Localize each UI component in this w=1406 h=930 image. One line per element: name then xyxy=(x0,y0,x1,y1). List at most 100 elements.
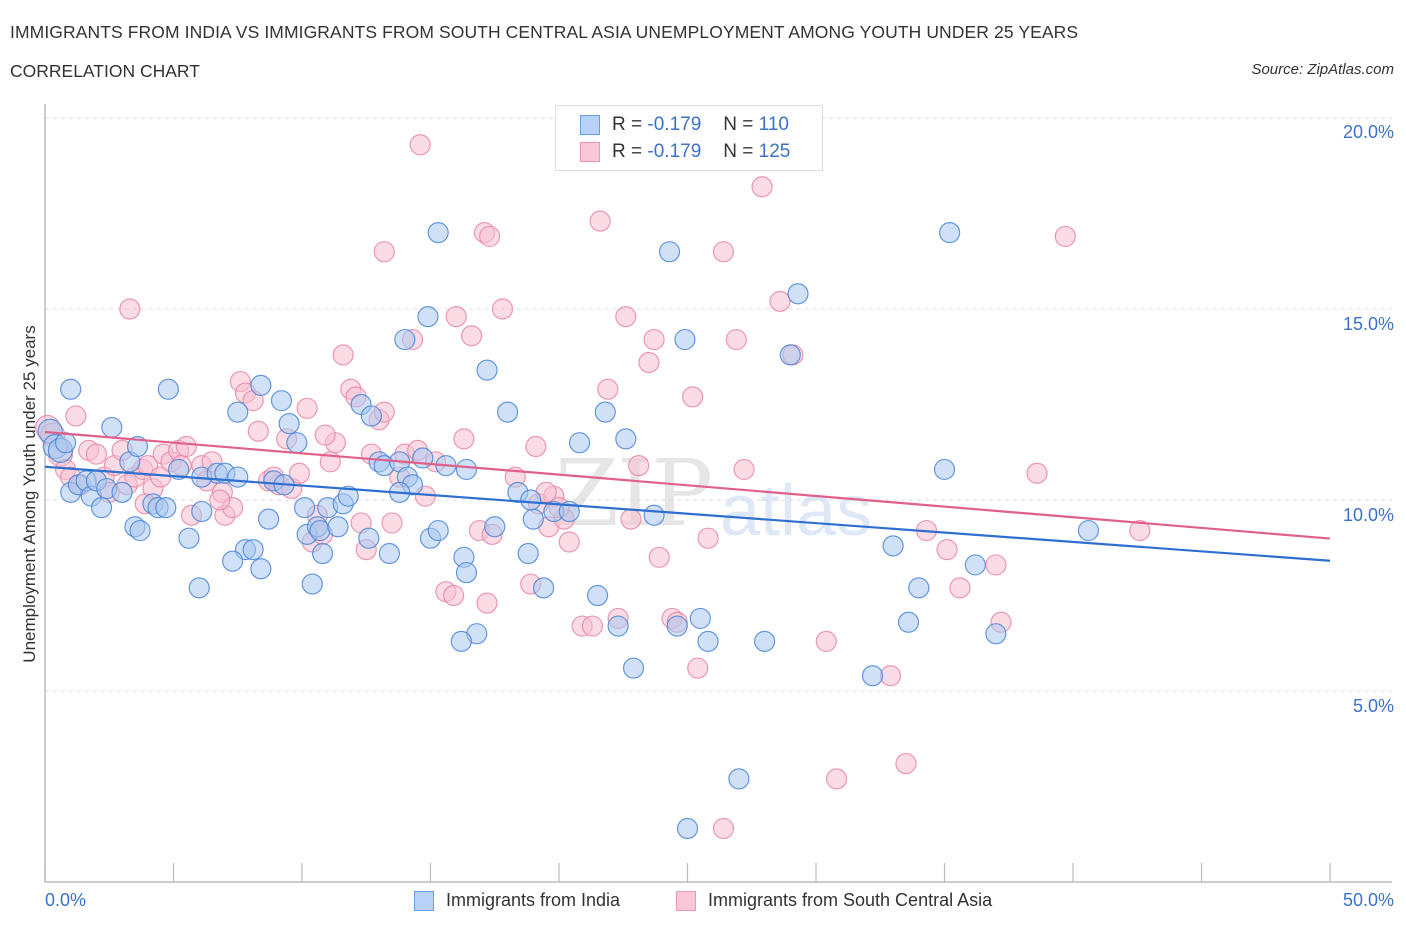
data-point xyxy=(227,466,249,488)
data-point xyxy=(311,542,334,565)
x-tick-label: 50.0% xyxy=(1342,890,1394,910)
data-point xyxy=(301,573,323,595)
data-point xyxy=(658,241,681,263)
data-point xyxy=(1054,225,1076,248)
data-point xyxy=(1026,462,1048,484)
data-point xyxy=(687,657,709,679)
data-point xyxy=(697,527,719,549)
n-value: 110 xyxy=(758,114,789,135)
data-point xyxy=(897,611,920,633)
data-point xyxy=(394,328,416,351)
data-point xyxy=(222,550,244,572)
data-point xyxy=(712,241,735,263)
data-point xyxy=(168,458,190,481)
n-label: N = xyxy=(723,114,754,135)
data-point xyxy=(476,592,498,614)
data-point xyxy=(815,630,837,652)
data-point xyxy=(517,542,539,565)
data-point xyxy=(242,539,264,561)
data-point xyxy=(250,558,272,580)
data-point xyxy=(581,615,604,637)
source-label: Source: ZipAtlas.com xyxy=(1251,61,1394,78)
y-tick-label: 10.0% xyxy=(1342,505,1394,525)
data-point xyxy=(751,176,773,198)
stats-row-india: R = -0.179 N = 110 xyxy=(580,113,789,137)
data-point xyxy=(409,134,431,156)
legend-label: Immigrants from South Central Asia xyxy=(708,890,993,910)
data-point xyxy=(689,607,711,630)
data-point xyxy=(209,489,231,511)
sca-swatch xyxy=(580,142,600,162)
data-point xyxy=(825,768,848,790)
data-point xyxy=(882,535,904,557)
data-point xyxy=(455,458,478,481)
data-point xyxy=(427,519,449,542)
data-point xyxy=(247,420,269,442)
data-point xyxy=(568,432,591,454)
data-point xyxy=(257,508,280,530)
data-point xyxy=(250,374,272,396)
y-axis-label: Unemployment Among Youth under 25 years xyxy=(20,325,39,663)
watermark-atlas: atlas xyxy=(720,471,873,551)
data-point xyxy=(445,306,467,328)
chart-title: IMMIGRANTS FROM INDIA VS IMMIGRANTS FROM… xyxy=(10,22,1079,42)
legend-item-india[interactable]: Immigrants from India xyxy=(414,890,620,911)
series-india-points xyxy=(37,222,1100,840)
stats-row-sca: R = -0.179 N = 125 xyxy=(580,140,790,164)
data-point xyxy=(497,401,519,423)
r-label: R = xyxy=(612,114,643,135)
data-point xyxy=(520,489,542,511)
data-point xyxy=(178,527,200,549)
data-point xyxy=(964,554,986,576)
data-point xyxy=(54,432,77,454)
data-point xyxy=(484,516,506,538)
data-point xyxy=(728,768,750,790)
data-point xyxy=(558,531,580,553)
data-point xyxy=(85,443,108,465)
r-value: -0.179 xyxy=(647,114,702,135)
data-point xyxy=(286,432,308,454)
stats-legend: R = -0.179 N = 110 R = -0.179 N = 125 xyxy=(555,105,823,171)
trend-line-india xyxy=(44,465,1331,562)
data-point xyxy=(682,386,704,408)
data-point xyxy=(443,584,465,607)
data-point xyxy=(126,435,149,458)
n-label: N = xyxy=(723,141,754,162)
data-point xyxy=(188,577,210,599)
data-point xyxy=(455,561,478,584)
x-tick-label: 0.0% xyxy=(45,890,87,910)
axes xyxy=(44,104,1392,883)
data-point xyxy=(378,542,400,565)
data-point xyxy=(615,306,637,328)
data-point xyxy=(296,397,318,419)
data-point xyxy=(638,351,660,374)
data-point xyxy=(417,306,439,328)
data-point xyxy=(597,378,619,400)
data-point xyxy=(985,623,1007,645)
data-point xyxy=(643,328,665,351)
data-point xyxy=(643,504,665,526)
data-point xyxy=(908,577,930,599)
data-point xyxy=(150,466,172,488)
data-point xyxy=(381,512,403,534)
data-point xyxy=(936,539,958,561)
data-point xyxy=(586,584,609,607)
data-point xyxy=(648,546,670,568)
data-point xyxy=(373,241,395,263)
data-point xyxy=(332,344,354,366)
data-point xyxy=(293,497,316,519)
data-point xyxy=(628,455,650,477)
data-point xyxy=(491,298,514,320)
data-point xyxy=(522,508,544,530)
data-point xyxy=(175,435,197,458)
data-point xyxy=(358,527,380,549)
sca-swatch xyxy=(676,890,696,911)
legend-item-south-central-asia[interactable]: Immigrants from South Central Asia xyxy=(676,890,992,911)
data-point xyxy=(674,328,696,351)
data-point xyxy=(309,519,331,542)
data-point xyxy=(191,500,213,523)
data-point xyxy=(227,401,249,423)
data-point xyxy=(594,401,616,423)
data-point xyxy=(427,222,449,244)
